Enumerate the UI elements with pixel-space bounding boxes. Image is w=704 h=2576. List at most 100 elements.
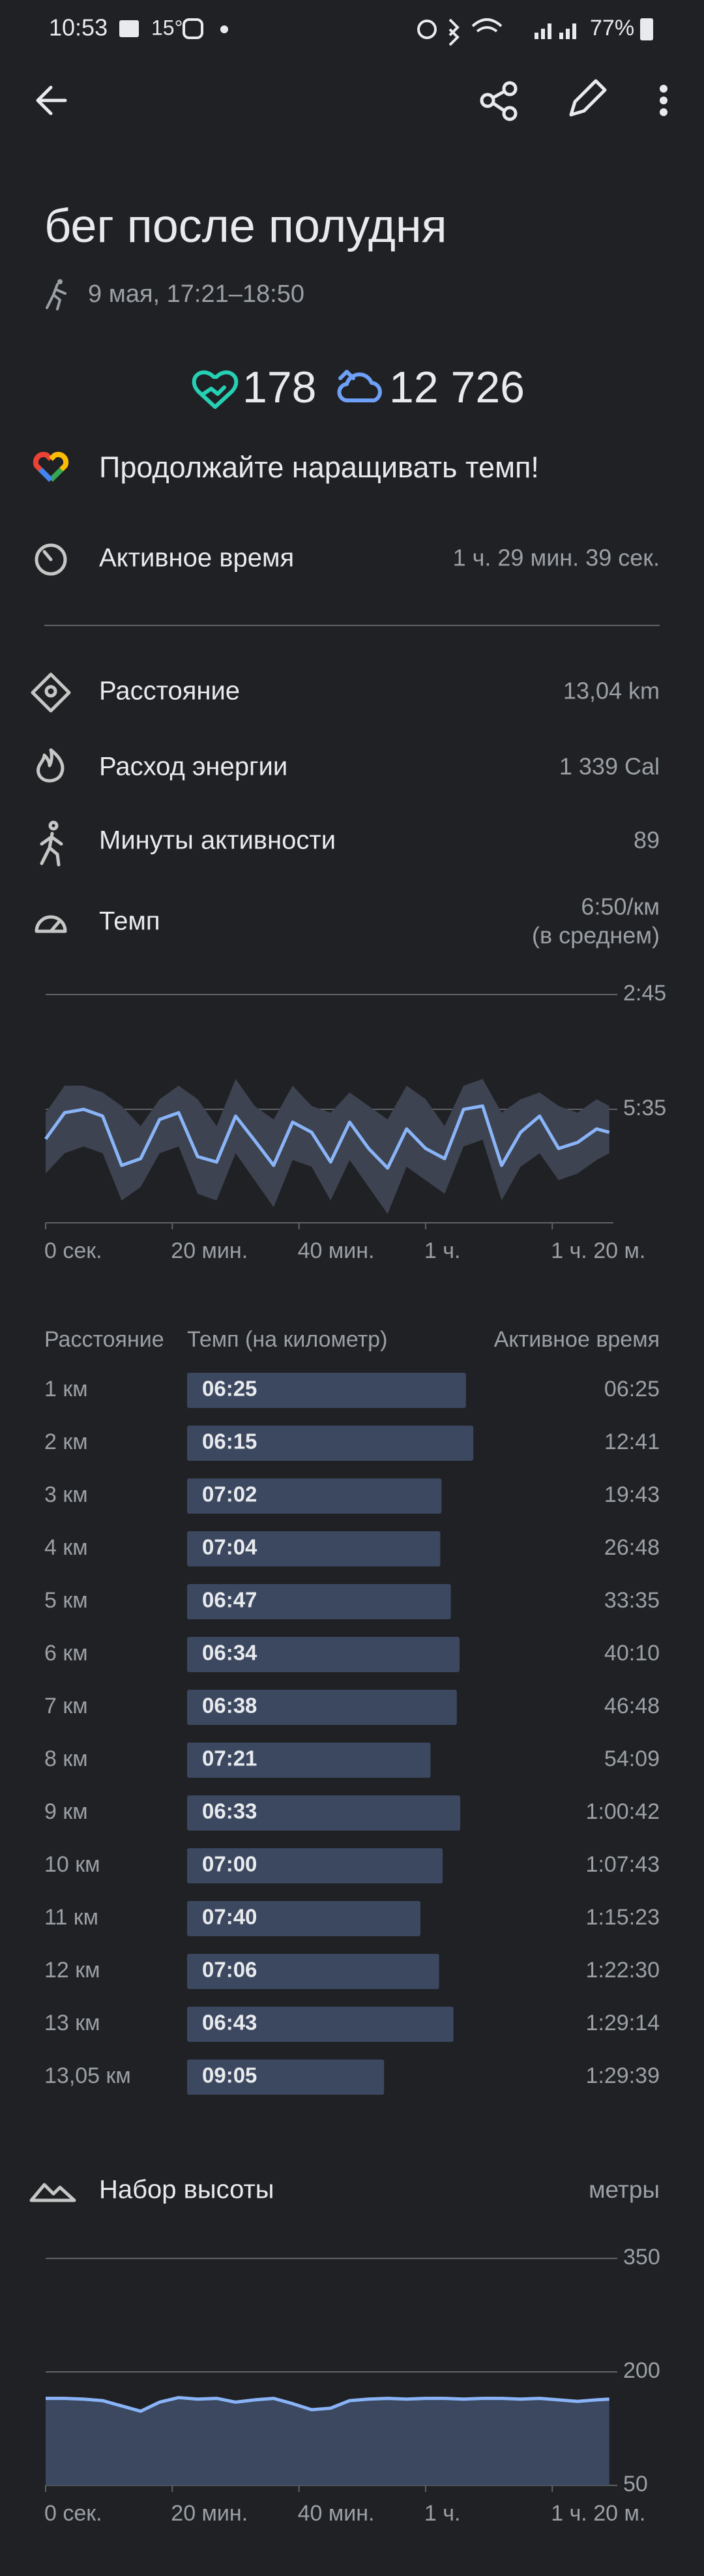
split-pace: 09:05 xyxy=(202,2063,257,2088)
metric-value: 1 339 Cal xyxy=(559,753,660,780)
back-button[interactable] xyxy=(36,85,67,115)
split-total: 06:25 xyxy=(604,1377,660,1401)
elevation-line xyxy=(46,2395,609,2413)
more-button[interactable] xyxy=(660,85,667,116)
split-total: 1:29:39 xyxy=(586,2063,660,2088)
split-distance: 2 км xyxy=(44,1430,88,1454)
split-pace-bar xyxy=(187,1584,451,1619)
y-tick-label: 5:35 xyxy=(623,1096,666,1120)
y-tick-label: 2:45 xyxy=(623,981,666,1006)
instagram-icon xyxy=(183,18,203,39)
split-pace: 06:43 xyxy=(202,2011,257,2035)
x-tick-label: 40 мин. xyxy=(298,1238,375,1263)
elevation-icon xyxy=(29,2183,76,2202)
table-header: Активное время xyxy=(494,1327,660,1352)
split-pace: 07:06 xyxy=(202,1958,257,1982)
elevation-title: Набор высоты xyxy=(99,2176,274,2204)
split-distance: 1 км xyxy=(44,1377,88,1401)
steps: 12 726 xyxy=(389,363,525,412)
title: бег после полудня xyxy=(44,200,447,252)
gallery-icon xyxy=(119,20,139,37)
active-time-icon xyxy=(35,543,67,576)
x-tick-label: 40 мин. xyxy=(298,2501,375,2526)
split-pace-bar xyxy=(187,1954,439,1989)
split-pace-bar xyxy=(187,1848,443,1883)
split-pace-bar xyxy=(187,1795,461,1831)
split-distance: 13,05 км xyxy=(44,2063,131,2088)
status-icons xyxy=(417,18,653,46)
split-pace: 07:40 xyxy=(202,1905,257,1929)
metric-value: 1 ч. 29 мин. 39 сек. xyxy=(453,545,660,571)
energy-icon xyxy=(37,748,65,783)
split-total: 19:43 xyxy=(604,1482,660,1507)
x-tick-label: 0 сек. xyxy=(44,1238,102,1263)
split-total: 1:29:14 xyxy=(586,2011,660,2035)
split-pace-bar xyxy=(187,1531,441,1566)
fit-logo xyxy=(33,451,69,482)
status-time: 10:53 xyxy=(49,14,108,41)
edit-button[interactable] xyxy=(569,79,607,117)
metric-label: Расход энергии xyxy=(99,753,287,781)
split-pace: 07:21 xyxy=(202,1746,257,1771)
split-distance: 13 км xyxy=(44,2011,100,2035)
heart-points-icon xyxy=(192,370,239,409)
metric-note: (в среднем) xyxy=(532,922,660,949)
split-distance: 6 км xyxy=(44,1641,88,1666)
metric-value: 13,04 km xyxy=(563,678,660,704)
split-pace: 07:02 xyxy=(202,1482,257,1506)
status-temperature: 15° xyxy=(151,16,183,39)
metric-label: Активное время xyxy=(99,544,294,573)
split-distance: 9 км xyxy=(44,1799,88,1824)
split-distance: 7 км xyxy=(44,1694,88,1718)
motivation: Продолжайте наращивать темп! xyxy=(99,451,539,484)
metric-label: Темп xyxy=(99,907,160,936)
steps-icon xyxy=(337,370,382,403)
split-pace-bar xyxy=(187,1426,474,1461)
split-pace-bar xyxy=(187,1478,442,1514)
heart-points: 178 xyxy=(242,363,316,412)
x-tick-label: 20 мин. xyxy=(171,2501,248,2526)
split-distance: 11 км xyxy=(44,1905,98,1930)
split-pace-bar xyxy=(187,1637,460,1672)
split-total: 26:48 xyxy=(604,1535,660,1560)
pace-range-band xyxy=(46,1079,609,1214)
table-header: Темп (на километр) xyxy=(187,1327,387,1352)
run-icon-head xyxy=(57,279,63,284)
distance-icon xyxy=(31,672,71,713)
split-total: 40:10 xyxy=(604,1641,660,1666)
run-icon xyxy=(46,283,66,310)
split-distance: 8 км xyxy=(44,1746,88,1771)
split-total: 46:48 xyxy=(604,1694,660,1718)
split-pace-bar xyxy=(187,1690,457,1725)
subtitle: 9 мая, 17:21–18:50 xyxy=(88,280,304,308)
elevation-unit: метры xyxy=(589,2176,660,2203)
split-pace-bar xyxy=(187,2059,385,2095)
status-battery: 77% xyxy=(590,16,634,40)
split-pace: 06:47 xyxy=(202,1588,257,1612)
split-distance: 3 км xyxy=(44,1482,88,1507)
x-tick-label: 1 ч. xyxy=(424,1238,461,1263)
move-minutes-icon xyxy=(40,820,63,867)
elevation-area xyxy=(46,2397,609,2485)
split-pace: 07:04 xyxy=(202,1535,257,1559)
split-total: 54:09 xyxy=(604,1746,660,1771)
split-pace: 06:33 xyxy=(202,1799,257,1823)
split-pace: 06:15 xyxy=(202,1430,257,1454)
split-total: 33:35 xyxy=(604,1588,660,1613)
pace-icon xyxy=(35,915,67,933)
split-pace: 07:00 xyxy=(202,1852,257,1876)
x-tick-label: 0 сек. xyxy=(44,2501,102,2526)
split-distance: 4 км xyxy=(44,1535,88,1560)
split-pace: 06:38 xyxy=(202,1694,257,1718)
split-pace: 06:34 xyxy=(202,1641,257,1665)
split-total: 12:41 xyxy=(604,1430,660,1454)
split-pace-bar xyxy=(187,1901,421,1936)
split-distance: 12 км xyxy=(44,1958,100,1983)
split-pace-bar xyxy=(187,1373,466,1408)
share-button[interactable] xyxy=(480,81,518,121)
split-distance: 5 км xyxy=(44,1588,88,1613)
metric-label: Расстояние xyxy=(99,677,240,706)
split-pace-bar xyxy=(187,1743,431,1778)
